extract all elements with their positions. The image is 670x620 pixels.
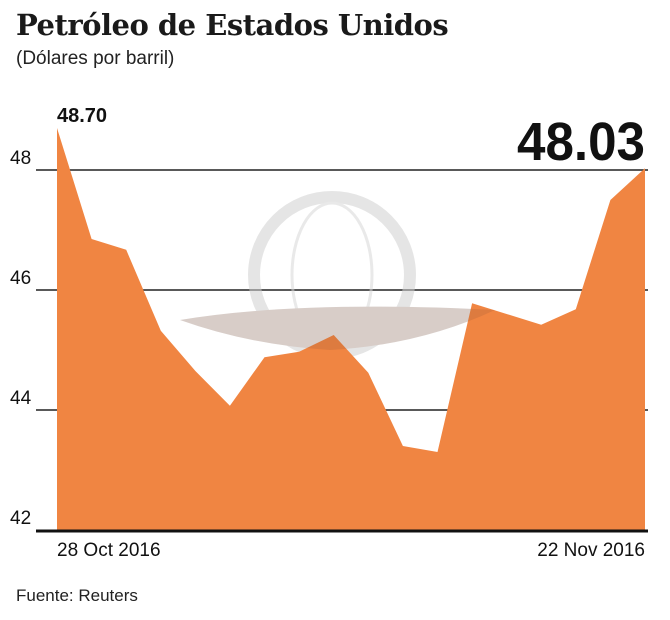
y-tick-label: 42 [10,508,31,529]
y-tick-label: 48 [10,148,31,169]
start-value-label: 48.70 [57,105,107,127]
end-value-label: 48.03 [517,112,645,172]
y-tick-label: 44 [10,388,32,409]
price-area [57,128,645,530]
chart-title: Petróleo de Estados Unidos [16,8,449,42]
source-note: Fuente: Reuters [16,586,138,605]
x-tick-label-start: 28 Oct 2016 [57,540,161,561]
chart-subtitle: (Dólares por barril) [16,48,175,69]
x-tick-label-end: 22 Nov 2016 [537,540,645,561]
y-tick-label: 46 [10,268,31,289]
